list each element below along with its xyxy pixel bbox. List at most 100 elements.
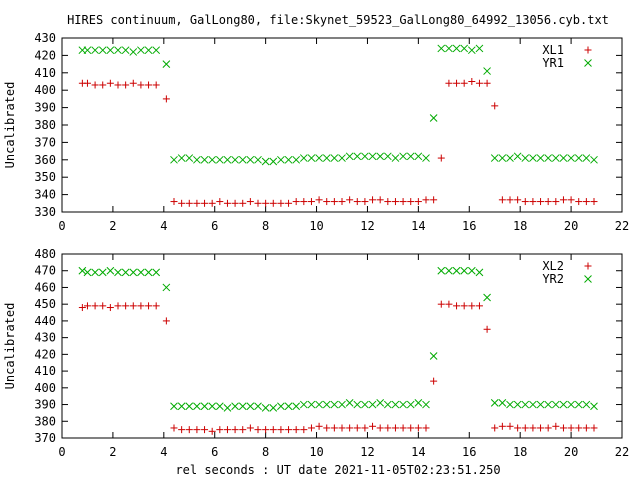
data-point-d2	[567, 400, 575, 409]
data-point	[185, 426, 193, 434]
data-point	[414, 152, 423, 161]
data-point	[521, 154, 530, 162]
panel-2: 370 380 390 400 410 420 430 440 450 460 470 480 0 2 4 6…	[3, 247, 629, 459]
data-point	[544, 198, 552, 206]
y-tick-label: 410	[34, 66, 56, 80]
data-point	[468, 78, 476, 85]
data-point	[330, 198, 338, 206]
data-point	[445, 44, 453, 53]
data-point-d2	[429, 114, 438, 122]
data-point	[338, 424, 346, 432]
data-point	[361, 400, 369, 409]
y-tick-label: 480	[34, 247, 56, 261]
data-point	[170, 155, 178, 164]
data-point	[338, 400, 346, 409]
y-tick-label: 460	[34, 280, 56, 294]
data-point	[445, 79, 453, 87]
data-point-d2	[383, 152, 392, 161]
data-point-d2	[277, 402, 285, 411]
data-point	[559, 196, 567, 204]
data-point	[430, 377, 438, 385]
data-point	[261, 404, 270, 412]
legend-label: YR2	[542, 272, 564, 286]
data-point	[99, 302, 107, 310]
data-point	[106, 304, 114, 312]
data-point	[323, 424, 331, 432]
data-point-d2	[437, 266, 446, 275]
data-point	[353, 424, 361, 432]
y-tick-label: 420	[34, 347, 56, 361]
y-tick-label: 430	[34, 331, 56, 345]
data-point	[498, 422, 506, 430]
data-point	[376, 424, 384, 432]
data-point	[383, 400, 392, 409]
data-point	[391, 424, 399, 432]
data-point	[383, 152, 392, 161]
data-point	[453, 302, 461, 310]
data-point-d2	[452, 44, 461, 53]
data-point	[498, 399, 507, 407]
data-point-d2	[208, 155, 217, 164]
data-point	[307, 424, 315, 432]
data-point	[231, 155, 239, 164]
data-point	[201, 199, 209, 207]
data-point-d2	[185, 402, 194, 411]
y-tick-label: 440	[34, 314, 56, 328]
data-point-d2	[445, 44, 453, 53]
x-tick-label: 6	[211, 445, 218, 459]
data-point-d2	[361, 152, 369, 161]
data-point-d2	[129, 268, 138, 277]
data-point-d2	[460, 266, 469, 275]
data-point	[114, 81, 122, 89]
data-point-d2	[483, 293, 491, 302]
data-point	[346, 424, 354, 432]
data-point	[552, 198, 560, 206]
data-point-d2	[529, 400, 537, 409]
data-point	[239, 426, 247, 434]
data-point	[254, 155, 262, 164]
data-point	[376, 152, 385, 161]
x-axis-label: rel seconds : UT date 2021-11-05T02:23:5…	[175, 463, 500, 477]
data-point	[185, 402, 194, 411]
data-point	[129, 268, 138, 277]
data-point-d2	[490, 399, 499, 407]
data-point-d2	[536, 400, 545, 409]
y-tick-label: 370	[34, 135, 56, 149]
x-tick-label: 18	[513, 219, 527, 233]
chart-title: HIRES continuum, GalLong80, file:Skynet_…	[67, 13, 609, 27]
data-point	[368, 152, 377, 161]
data-point	[559, 424, 567, 432]
data-point	[170, 198, 178, 206]
data-point-d2	[284, 402, 293, 411]
data-point	[193, 426, 201, 434]
data-point-d2	[574, 154, 583, 162]
x-tick-label: 10	[309, 219, 323, 233]
data-point	[399, 400, 407, 409]
data-point	[300, 198, 308, 206]
data-point-d2	[406, 152, 415, 161]
data-point	[299, 154, 308, 162]
data-point	[437, 154, 445, 162]
data-point-d2	[162, 283, 171, 292]
data-point-d2	[193, 155, 201, 164]
data-point	[521, 198, 529, 206]
data-point	[567, 196, 575, 204]
y-tick-label: 390	[34, 101, 56, 115]
data-point-d2	[144, 46, 153, 55]
data-point	[137, 268, 145, 277]
data-point	[215, 155, 224, 164]
data-point	[575, 198, 583, 206]
data-point	[514, 424, 522, 432]
data-point	[483, 79, 491, 87]
legend-label: XL1	[542, 43, 564, 57]
data-point-d2	[231, 155, 239, 164]
data-point	[445, 300, 453, 308]
data-point	[369, 422, 377, 430]
x-tick-label: 14	[411, 219, 425, 233]
legend-marker	[584, 262, 592, 270]
data-point	[353, 198, 361, 206]
data-point	[208, 199, 216, 207]
data-point	[193, 402, 201, 411]
data-point-d2	[292, 155, 301, 164]
data-point	[269, 426, 277, 434]
